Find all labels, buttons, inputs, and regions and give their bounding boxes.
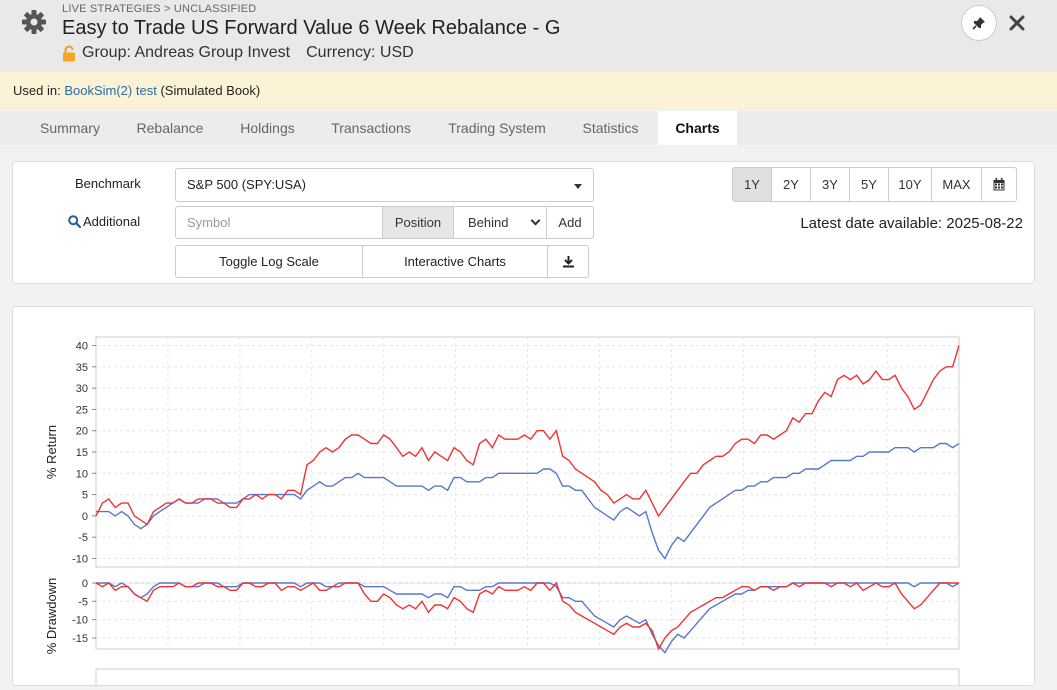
return-tick-label: 15 <box>76 447 88 459</box>
drawdown-tick-label: -5 <box>78 596 88 608</box>
return-tick-label: 40 <box>76 341 88 353</box>
return-tick-label: 20 <box>76 426 88 438</box>
used-in-label: Used in: <box>13 83 61 98</box>
pin-button[interactable] <box>961 5 997 41</box>
chart-panel: 40 35 30 25 20 15 10 5 0 -5 -10 % Return 0 -5 -10 -15 % … <box>12 306 1035 690</box>
used-in-bar: Used in: BookSim(2) test (Simulated Book… <box>0 72 1057 110</box>
position-select-value: Behind <box>468 215 509 230</box>
drawdown-tick-label: -15 <box>72 633 88 645</box>
gear-icon[interactable] <box>20 8 48 36</box>
calendar-button[interactable] <box>981 167 1017 202</box>
range-selector: 1Y 2Y 3Y 5Y 10Y MAX <box>732 167 1017 202</box>
tab-statistics[interactable]: Statistics <box>582 120 639 136</box>
calendar-icon <box>993 178 1005 191</box>
currency-label: Currency: USD <box>306 44 414 61</box>
chart-controls-panel: Benchmark S&P 500 (SPY:USA) Additional P… <box>12 161 1035 284</box>
position-select[interactable]: Behind <box>453 206 547 239</box>
used-in-link[interactable]: BookSim(2) test <box>64 83 157 98</box>
drawdown-strategy-line <box>95 581 959 651</box>
tab-trading-system[interactable]: Trading System <box>448 120 546 136</box>
range-5y-button[interactable]: 5Y <box>849 167 889 202</box>
group-label: Group: Andreas Group Invest <box>82 44 291 61</box>
return-strategy-line <box>95 345 960 526</box>
tab-bar: Summary Rebalance Holdings Transactions … <box>0 111 1057 145</box>
interactive-charts-button[interactable]: Interactive Charts <box>362 245 548 278</box>
range-max-button[interactable]: MAX <box>931 167 982 202</box>
add-button[interactable]: Add <box>546 206 594 239</box>
return-tick-label: 0 <box>82 511 88 523</box>
lower-plot-area <box>95 668 960 690</box>
drawdown-tick-label: 0 <box>82 578 88 590</box>
range-3y-button[interactable]: 3Y <box>810 167 850 202</box>
additional-label-wrap: Additional <box>68 214 140 229</box>
return-benchmark-line <box>96 442 960 560</box>
return-tick-label: -5 <box>78 532 88 544</box>
lock-icon <box>63 45 75 61</box>
tab-summary[interactable]: Summary <box>40 120 100 136</box>
caret-down-icon <box>574 184 582 189</box>
search-icon <box>68 215 81 228</box>
position-button[interactable]: Position <box>382 206 454 239</box>
tab-rebalance[interactable]: Rebalance <box>136 120 204 136</box>
additional-label: Additional <box>83 214 141 229</box>
range-1y-button[interactable]: 1Y <box>732 167 772 202</box>
close-button[interactable] <box>1004 10 1030 36</box>
toggle-log-scale-button[interactable]: Toggle Log Scale <box>175 245 363 278</box>
benchmark-value: S&P 500 (SPY:USA) <box>187 177 306 192</box>
download-icon <box>562 256 574 268</box>
symbol-input[interactable] <box>175 206 383 239</box>
tab-holdings[interactable]: Holdings <box>240 120 295 136</box>
return-tick-label: 35 <box>76 362 88 374</box>
drawdown-axis-label: % Drawdown <box>44 578 59 655</box>
chevron-down-icon <box>530 215 541 226</box>
breadcrumb[interactable]: LIVE STRATEGIES > UNCLASSIFIED <box>62 3 257 15</box>
tab-transactions[interactable]: Transactions <box>331 120 411 136</box>
performance-chart: 40 35 30 25 20 15 10 5 0 -5 -10 % Return 0 -5 -10 -15 % … <box>44 336 960 690</box>
return-tick-label: 30 <box>76 383 88 395</box>
return-tick-label: 25 <box>76 404 88 416</box>
close-icon <box>1009 15 1025 31</box>
return-tick-label: -10 <box>72 553 88 565</box>
benchmark-select[interactable]: S&P 500 (SPY:USA) <box>175 168 594 202</box>
drawdown-tick-label: -10 <box>72 615 88 627</box>
download-button[interactable] <box>547 245 589 278</box>
page-title: Easy to Trade US Forward Value 6 Week Re… <box>62 17 561 39</box>
pin-icon <box>972 17 985 30</box>
tab-charts[interactable]: Charts <box>658 111 737 145</box>
strategy-header: LIVE STRATEGIES > UNCLASSIFIED Easy to T… <box>0 0 1057 72</box>
range-10y-button[interactable]: 10Y <box>888 167 932 202</box>
return-axis-label: % Return <box>44 425 59 479</box>
return-tick-label: 5 <box>82 490 88 502</box>
return-tick-label: 10 <box>76 468 88 480</box>
strategy-meta: Group: Andreas Group Invest Currency: US… <box>62 44 414 62</box>
range-2y-button[interactable]: 2Y <box>771 167 811 202</box>
latest-date: Latest date available: 2025-08-22 <box>800 215 1023 232</box>
used-in-suffix: (Simulated Book) <box>160 83 261 98</box>
benchmark-label: Benchmark <box>75 176 141 191</box>
